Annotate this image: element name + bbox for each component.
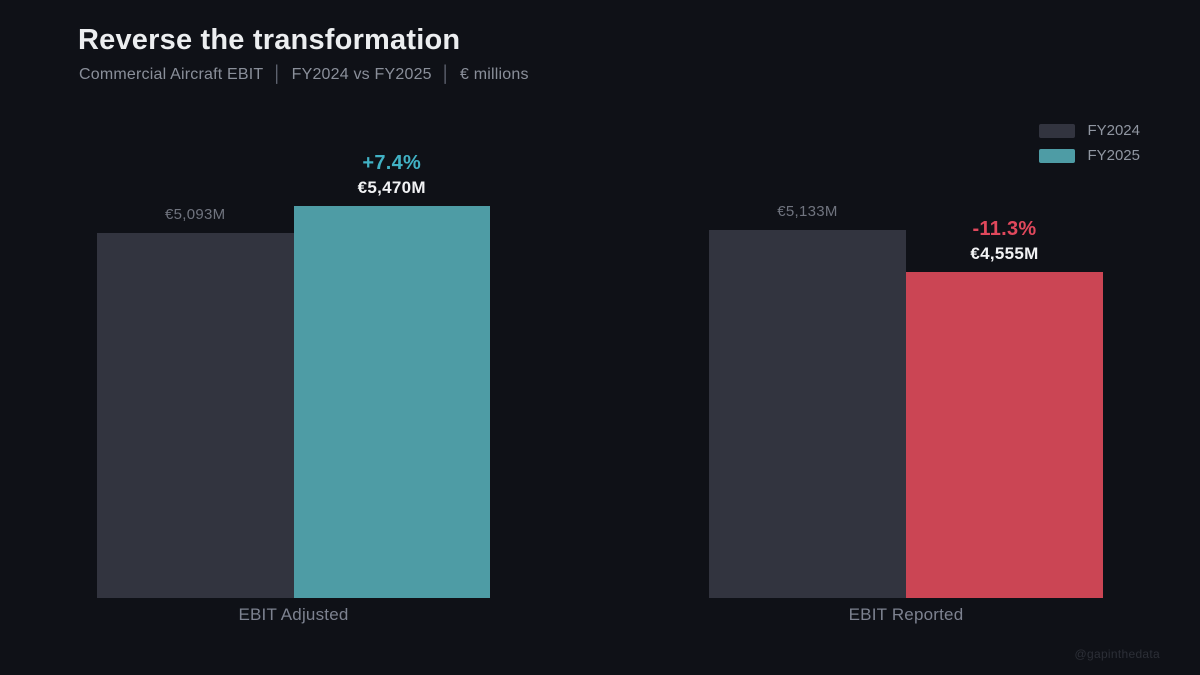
value-label: €5,470M — [357, 178, 426, 197]
legend-item-fy2024: FY2024 — [1039, 122, 1140, 139]
subtitle-segment-metric: Commercial Aircraft EBIT — [79, 66, 264, 83]
change-label: +7.4% — [362, 152, 422, 174]
legend-label: FY2024 — [1087, 122, 1140, 139]
value-label: €5,093M — [165, 206, 226, 223]
chart-subtitle: Commercial Aircraft EBIT │ FY2024 vs FY202… — [79, 66, 529, 84]
bar-column-fy2025: +7.4% €5,470M — [293, 0, 490, 598]
subtitle-segment-period: FY2024 vs FY2025 — [291, 66, 432, 83]
legend-swatch-fy2024 — [1039, 123, 1076, 138]
watermark: @gapinthedata — [1074, 647, 1160, 661]
page-title: Reverse the transformation — [78, 24, 461, 56]
change-label: -11.3% — [972, 218, 1037, 240]
value-label: €4,555M — [970, 244, 1039, 263]
subtitle-separator: │ — [272, 66, 283, 83]
bar-column-fy2024: €5,133M — [709, 0, 906, 598]
bar-fy2025-reported — [906, 272, 1103, 598]
legend-label: FY2025 — [1087, 147, 1140, 164]
subtitle-segment-unit: € millions — [459, 66, 529, 83]
legend: FY2024 FY2025 — [1039, 122, 1140, 164]
legend-item-fy2025: FY2025 — [1039, 147, 1140, 164]
value-label: €5,133M — [777, 203, 838, 220]
subtitle-separator: │ — [440, 66, 451, 83]
category-label-ebit-adjusted: EBIT Adjusted — [238, 605, 349, 624]
bar-fy2024-reported — [709, 230, 906, 598]
bar-column-fy2025: -11.3% €4,555M — [906, 0, 1103, 598]
legend-swatch-fy2025 — [1039, 148, 1076, 163]
bar-fy2025-adjusted — [293, 206, 490, 598]
bar-group-ebit-adjusted: €5,093M +7.4% €5,470M EBIT Adjusted — [97, 0, 490, 624]
bar-column-fy2024: €5,093M — [97, 0, 294, 598]
bar-group-ebit-reported: €5,133M -11.3% €4,555M EBIT Reported — [709, 0, 1103, 624]
category-label-ebit-reported: EBIT Reported — [848, 605, 964, 624]
bar-fy2024-adjusted — [97, 233, 294, 598]
